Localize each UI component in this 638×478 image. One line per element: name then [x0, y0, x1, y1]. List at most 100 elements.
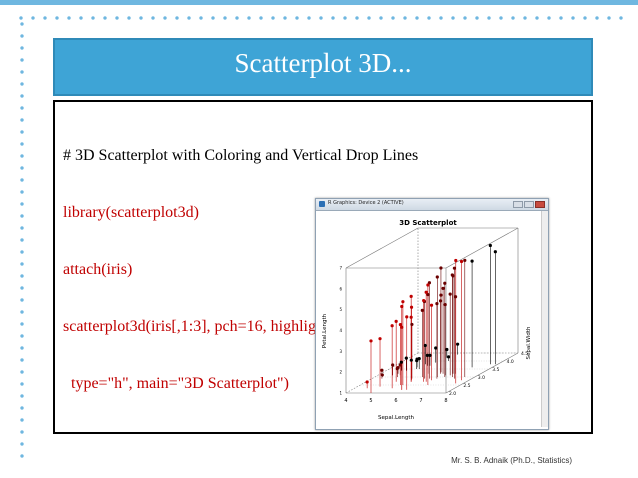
- data-point: [409, 358, 413, 362]
- data-point: [409, 294, 413, 298]
- data-point: [394, 319, 398, 323]
- x-tick-label: 8: [444, 398, 447, 404]
- y-tick-label: 4.0: [507, 359, 514, 365]
- data-point: [463, 258, 467, 262]
- box-edge: [445, 352, 519, 394]
- z-tick-label: 3: [339, 349, 342, 354]
- code-block: # 3D Scatterplot with Coloring and Verti…: [63, 108, 418, 431]
- data-point: [401, 300, 405, 304]
- window-controls: [513, 201, 545, 208]
- y-tick-label: 2.5: [463, 383, 470, 389]
- data-point: [409, 305, 414, 309]
- y-tick-label: 4.5: [521, 351, 528, 357]
- z-tick-label: 6: [339, 286, 342, 291]
- data-point: [378, 337, 382, 341]
- z-tick-label: 4: [339, 328, 342, 333]
- close-icon[interactable]: [535, 201, 545, 208]
- data-point: [422, 298, 426, 303]
- decorative-dot-row: [15, 12, 625, 24]
- content-box: # 3D Scatterplot with Coloring and Verti…: [53, 100, 593, 434]
- data-point: [453, 295, 458, 299]
- drop-lines: [366, 245, 496, 393]
- data-point: [391, 363, 395, 367]
- box-edge: [445, 227, 519, 269]
- scatterplot-3d-chart: 3D Scatterplot 4 5 6 7 82.0 2.5 3.0 3.5 4.0 4.5 1 2…: [322, 219, 532, 421]
- data-point: [424, 290, 428, 294]
- data-point: [423, 343, 427, 348]
- data-point: [439, 266, 443, 270]
- data-point: [380, 373, 384, 377]
- slide-title-box: Scatterplot 3D...: [52, 37, 594, 97]
- slide-title: Scatterplot 3D...: [234, 47, 412, 78]
- data-point: [400, 304, 404, 309]
- data-point: [398, 322, 402, 327]
- x-tick-label: 6: [394, 398, 397, 404]
- plot-box: [345, 227, 519, 394]
- minimize-icon[interactable]: [513, 201, 523, 208]
- data-point: [426, 283, 430, 287]
- data-point: [427, 281, 432, 285]
- data-point: [369, 339, 373, 343]
- data-point: [448, 292, 452, 296]
- data-point: [405, 315, 409, 319]
- y-axis-label: Sepal.Width: [526, 326, 532, 360]
- y-tick-label: 3.5: [492, 367, 499, 373]
- data-point: [456, 342, 460, 346]
- data-point: [404, 356, 408, 360]
- data-point: [415, 359, 419, 363]
- x-tick-label: 4: [344, 398, 347, 404]
- data-point: [445, 347, 449, 352]
- data-point: [365, 380, 369, 384]
- data-point: [409, 315, 413, 319]
- slide-footer: Mr. S. B. Adnaik (Ph.D., Statistics): [451, 456, 572, 465]
- code-line-comment: # 3D Scatterplot with Coloring and Verti…: [63, 147, 419, 164]
- x-axis-label: Sepal.Length: [378, 415, 414, 421]
- r-graphics-window[interactable]: R Graphics: Device 2 (ACTIVE) 3D Scatter…: [315, 198, 549, 430]
- r-window-titlebar[interactable]: R Graphics: Device 2 (ACTIVE): [316, 199, 548, 211]
- data-point: [438, 299, 443, 303]
- data-point: [428, 353, 432, 357]
- maximize-icon[interactable]: [524, 201, 534, 208]
- tick-labels: 4 5 6 7 82.0 2.5 3.0 3.5 4.0 4.5 1 2 3 4 5 6 7: [339, 266, 528, 405]
- r-app-icon: [319, 201, 325, 207]
- z-tick-label: 5: [339, 307, 342, 312]
- y-tick-label: 2.0: [449, 391, 456, 397]
- y-tick-label: 3.0: [478, 375, 485, 381]
- data-point: [410, 322, 414, 327]
- top-accent-rule: [0, 0, 638, 18]
- data-point: [459, 259, 464, 264]
- data-point: [395, 367, 399, 371]
- x-tick-label: 5: [369, 398, 372, 404]
- data-point: [398, 363, 402, 367]
- data-point: [390, 324, 394, 328]
- data-point: [447, 355, 451, 359]
- data-point: [439, 293, 443, 297]
- decorative-dot-column: [15, 18, 29, 458]
- data-point: [435, 302, 439, 306]
- code-line-library: library(scatterplot3d): [63, 204, 199, 221]
- z-tick-label: 7: [339, 266, 342, 271]
- data-point: [493, 250, 497, 254]
- data-point: [417, 356, 421, 361]
- data-point: [441, 286, 445, 290]
- data-point: [435, 275, 439, 279]
- chart-title: 3D Scatterplot: [399, 219, 457, 227]
- data-point: [426, 293, 430, 297]
- x-tick-label: 7: [419, 398, 422, 404]
- data-point: [400, 325, 404, 329]
- window-scrollbar[interactable]: [541, 211, 548, 427]
- data-point: [429, 303, 434, 307]
- data-point: [488, 243, 492, 248]
- data-point: [452, 266, 457, 270]
- data-point: [434, 346, 438, 350]
- z-tick-label: 2: [339, 370, 342, 375]
- z-axis-label: Petal.Length: [322, 313, 328, 348]
- code-line-attach: attach(iris): [63, 261, 133, 278]
- data-point: [443, 281, 447, 285]
- data-point: [454, 258, 458, 263]
- data-point: [420, 308, 424, 312]
- data-point: [470, 259, 474, 263]
- data-point: [443, 302, 447, 307]
- r-window-title: R Graphics: Device 2 (ACTIVE): [328, 200, 404, 206]
- z-tick-label: 1: [339, 391, 342, 396]
